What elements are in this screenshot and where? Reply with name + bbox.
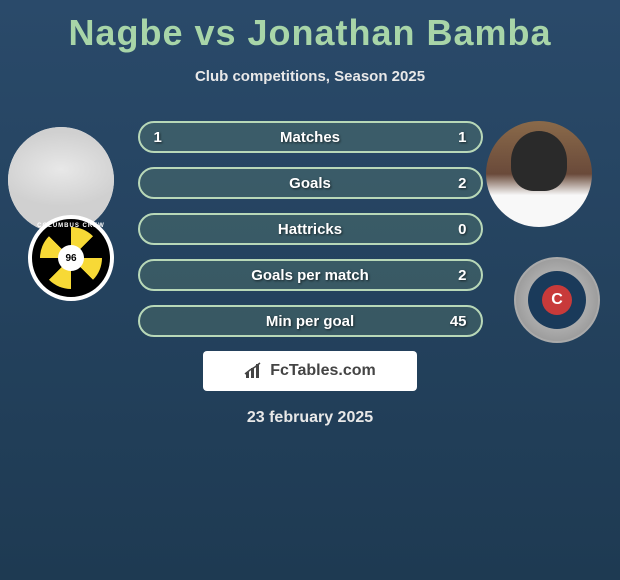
stats-list: 1 Matches 1 Goals 2 Hattricks 0 Goals pe… [138,121,483,337]
stat-label: Goals per match [251,267,369,284]
club-crest-left: COLUMBUS CREW [28,215,114,301]
crest-left-label: COLUMBUS CREW [32,223,110,229]
page-title: Nagbe vs Jonathan Bamba [0,0,620,54]
comparison-panel: COLUMBUS CREW 1 Matches 1 Goals 2 Hattri… [0,121,620,427]
stat-value-right: 1 [437,129,467,146]
source-badge: FcTables.com [203,351,417,391]
stat-row: Goals 2 [138,167,483,199]
player-photo-right [486,121,592,227]
stat-label: Min per goal [266,313,354,330]
stat-label: Matches [280,129,340,146]
stat-value-right: 2 [437,175,467,192]
subtitle: Club competitions, Season 2025 [0,68,620,85]
stat-value-left: 1 [154,129,184,146]
stat-value-right: 0 [437,221,467,238]
stat-label: Goals [289,175,331,192]
stat-row: Hattricks 0 [138,213,483,245]
stat-value-right: 45 [437,313,467,330]
stat-value-right: 2 [437,267,467,284]
stat-row: Min per goal 45 [138,305,483,337]
stat-row: Goals per match 2 [138,259,483,291]
source-label: FcTables.com [270,362,376,380]
club-crest-right [514,257,600,343]
date-label: 23 february 2025 [0,409,620,427]
stat-label: Hattricks [278,221,342,238]
stat-row: 1 Matches 1 [138,121,483,153]
bar-chart-icon [244,362,264,380]
